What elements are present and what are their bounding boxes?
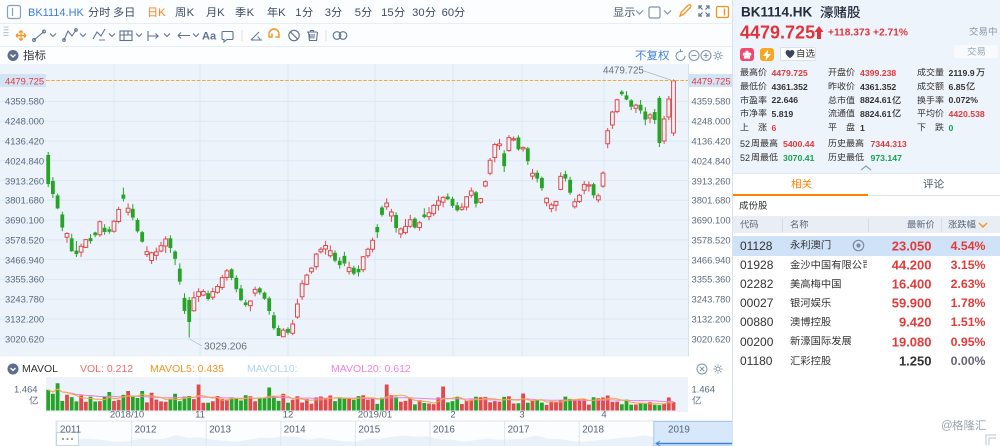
svg-text:Aa: Aa <box>202 31 217 43</box>
